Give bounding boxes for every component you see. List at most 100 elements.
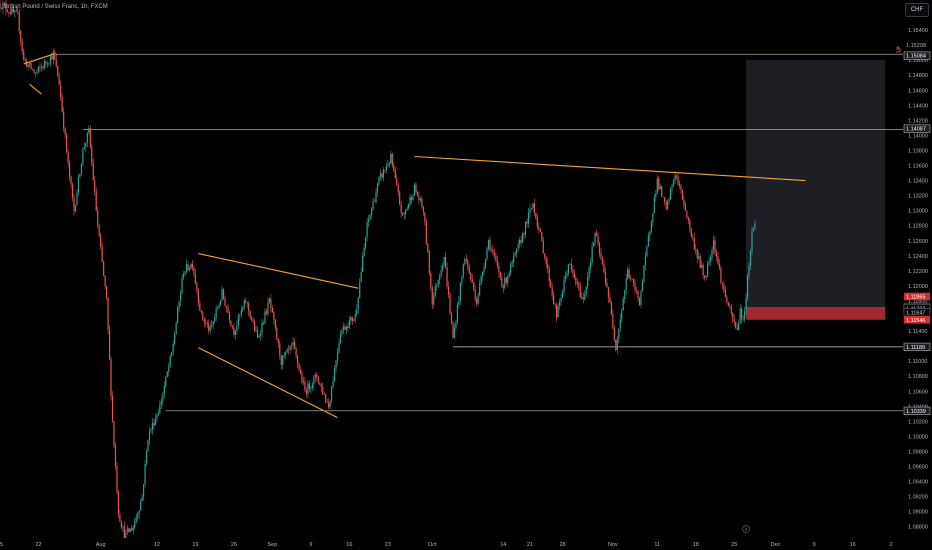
candle-body [283,355,285,356]
candle-body [521,233,524,243]
price-label: 1.10339 [906,409,926,415]
candle-body [409,197,411,204]
candle-body [9,12,11,14]
candle-body [76,192,78,206]
candle-body [446,267,448,287]
x-tick-label: 16 [850,542,856,548]
candle-body [428,251,430,274]
y-tick-label: 1.15000 [908,58,928,64]
candle-body [684,205,686,211]
candle-body [314,374,316,378]
x-tick-label: 19 [192,542,198,548]
candle-body [43,61,46,69]
candle-body [641,281,644,291]
candle-body [330,387,333,401]
candle-body [277,339,279,344]
candle-body [675,175,678,177]
candle-body [394,170,396,179]
candle-body [243,300,245,308]
currency-button[interactable]: CHF [905,3,929,17]
candle-body [317,377,319,383]
candle-body [496,260,498,267]
candle-body [493,252,496,256]
candle-body [573,273,575,278]
candle-body [452,322,454,338]
candle-body [677,176,679,184]
candle-body [304,381,306,391]
candle-body [541,231,543,241]
candle-body [720,268,722,283]
candle-body [255,330,257,332]
candle-body [181,277,183,294]
candle-body [523,233,525,235]
candle-body [296,355,299,364]
candle-body [419,198,422,201]
candle-body [178,301,180,309]
candle-body [382,169,385,178]
y-tick-label: 1.11000 [908,359,927,365]
candle-body [699,256,701,268]
candle-body [34,72,37,74]
candle-body [132,527,134,531]
candle-body [23,51,25,60]
candle-body [481,271,484,276]
candle-body [458,300,460,305]
candle-body [729,305,731,307]
candle-body [36,71,38,74]
candle-body [148,430,151,440]
candle-body [751,231,753,251]
candle-body [479,283,481,296]
candle-body [604,272,607,283]
candle-body [678,183,681,186]
candle-body [554,304,556,306]
candle-body [335,360,337,369]
candle-body [658,178,660,190]
candle-body [510,263,512,273]
candle-body [66,134,68,153]
candle-body [650,222,652,232]
candle-body [499,272,501,278]
candle-body [234,330,236,335]
y-tick-label: 1.09200 [908,495,928,501]
x-tick-label: Dec [771,542,781,548]
candle-body [616,339,618,351]
candle-body [567,264,570,274]
candle-body [748,265,750,276]
candle-body [126,528,128,532]
candle-body [325,394,327,402]
candle-body [273,311,275,320]
candle-body [222,289,225,299]
candle-body [171,352,173,356]
y-tick-label: 1.13400 [908,179,928,185]
candle-body [177,308,179,324]
candle-body [351,317,353,322]
candle-body [662,196,664,198]
candle-body [563,279,565,292]
candle-body [647,235,649,247]
price-label-box [903,124,931,133]
goto-realtime-icon [742,525,750,533]
candle-body [333,368,336,382]
candle-body [39,66,41,68]
candle-body [68,162,71,177]
candle-body [483,267,485,272]
candle-body [98,225,100,237]
candle-body [33,69,35,73]
candle-body [159,404,161,414]
y-tick-label: 1.08800 [908,525,928,531]
candle-body [569,263,571,265]
candle-body [187,263,189,271]
candle-body [94,180,96,192]
candle-body [18,12,20,32]
candle-body [576,282,578,284]
candle-body [103,261,105,276]
candle-body [402,212,404,215]
candle-body [738,323,740,330]
candle-body [6,10,9,13]
candle-body [425,221,427,244]
candle-body [200,310,202,313]
candle-body [744,311,746,320]
candle-body [373,201,376,203]
candle-body [270,298,272,309]
